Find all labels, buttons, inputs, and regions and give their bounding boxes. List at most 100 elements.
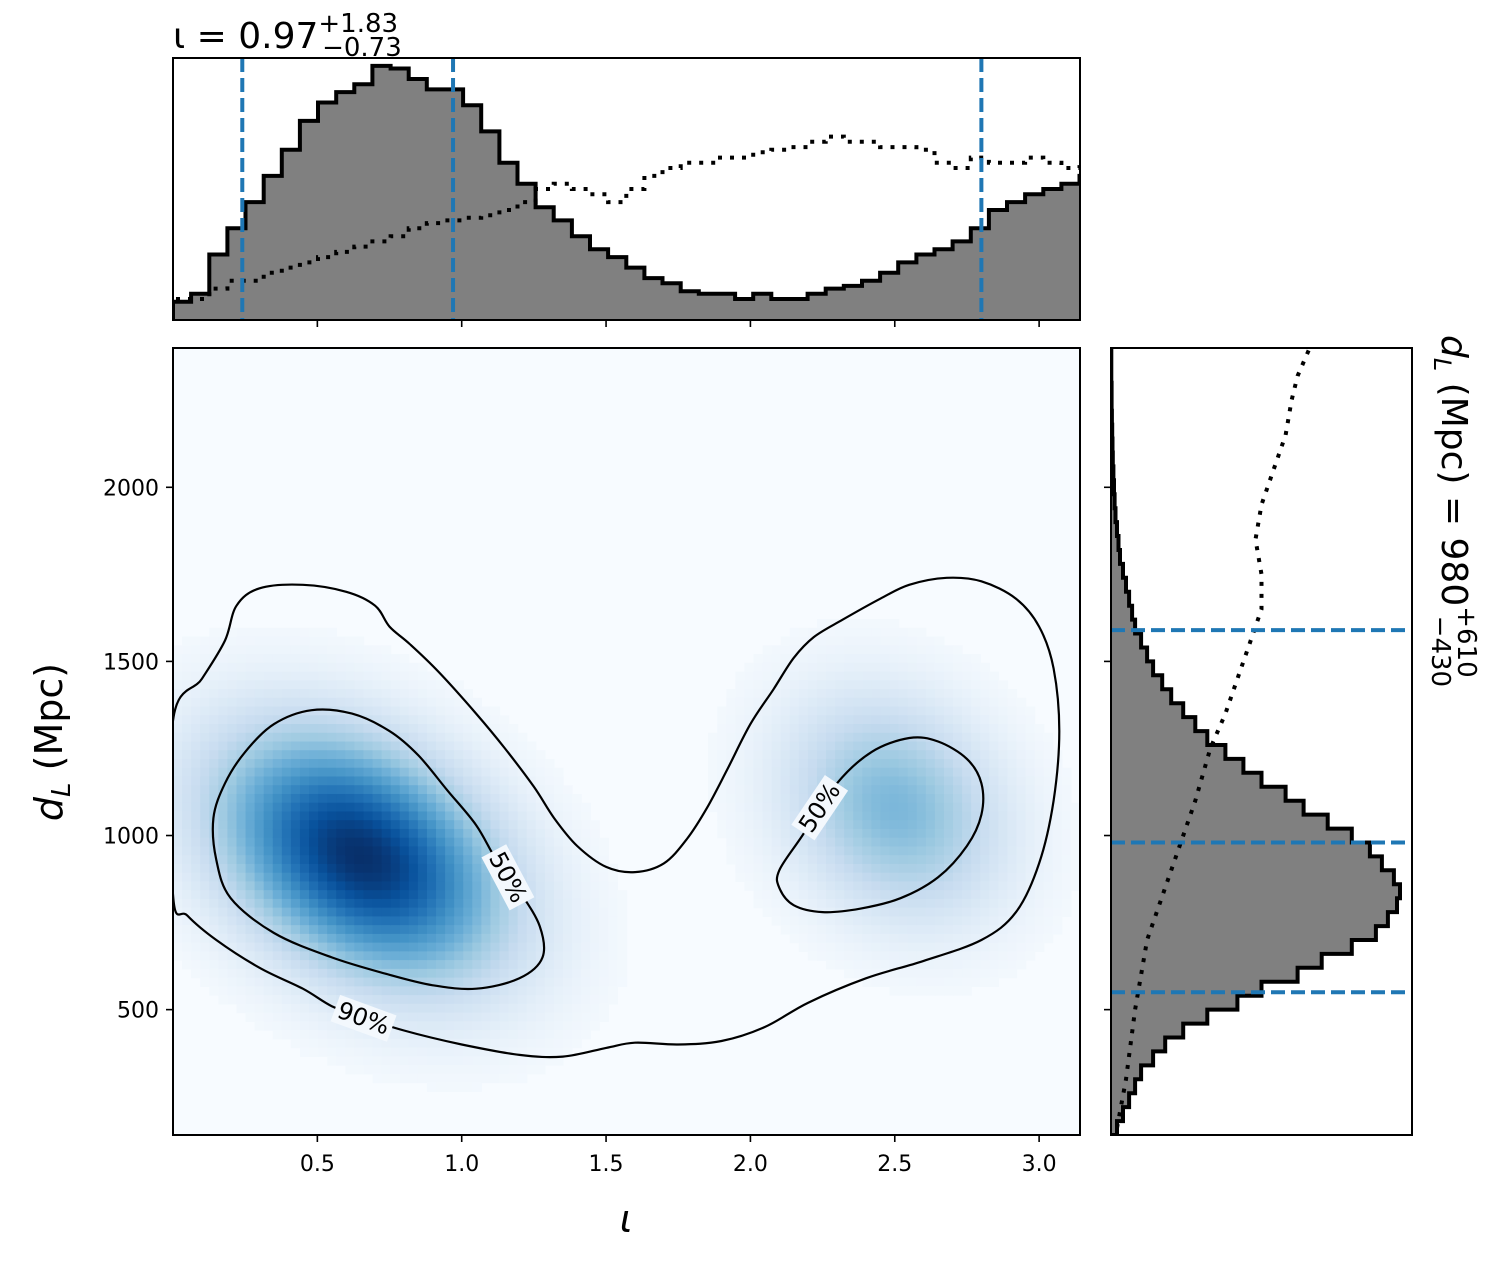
heatmap-cell <box>753 811 764 821</box>
contour-50-2 <box>775 736 985 914</box>
heatmap-cell <box>254 1012 265 1022</box>
heatmap-cell <box>227 732 238 743</box>
heatmap-cell <box>826 741 836 751</box>
heatmap-cell <box>753 785 764 795</box>
heatmap-cell <box>245 986 256 996</box>
heatmap-cell <box>426 942 437 952</box>
heatmap-cell <box>490 942 501 952</box>
heatmap-cell <box>454 977 464 987</box>
heatmap-cell <box>200 636 210 646</box>
heatmap-cell <box>780 654 791 664</box>
heatmap-cell <box>717 732 727 743</box>
heatmap-cell <box>436 986 446 996</box>
heatmap-cell <box>1052 785 1063 795</box>
heatmap-cell <box>1043 767 1054 778</box>
heatmap-cell <box>445 916 455 926</box>
heatmap-cell <box>889 863 900 874</box>
heatmap-cell <box>934 802 945 813</box>
heatmap-cell <box>472 1038 482 1049</box>
heatmap-cell <box>871 977 882 987</box>
heatmap-cell <box>290 872 301 883</box>
heatmap-cell <box>526 785 537 795</box>
heatmap-cell <box>200 942 210 952</box>
heatmap-cell <box>254 916 265 926</box>
heatmap-cell <box>281 872 292 883</box>
heatmap-cell <box>871 960 882 970</box>
heatmap-cell <box>943 933 954 944</box>
heatmap-cell <box>889 671 900 681</box>
heatmap-cell <box>826 750 836 760</box>
heatmap-cell <box>535 968 546 979</box>
heatmap-cell <box>708 802 718 813</box>
heatmap-cell <box>345 933 355 944</box>
heatmap-cell <box>463 846 473 856</box>
heatmap-cell <box>372 724 383 734</box>
heatmap-cell <box>934 942 945 952</box>
heatmap-cell <box>735 846 746 856</box>
heatmap-cell <box>173 846 183 856</box>
heatmap-cell <box>1016 872 1027 883</box>
heatmap-cell <box>381 1038 392 1049</box>
heatmap-cell <box>173 837 183 848</box>
heatmap-cell <box>1016 925 1027 935</box>
heatmap-cell <box>744 680 755 690</box>
heatmap-cell <box>381 960 392 970</box>
heatmap-cell <box>445 1012 455 1022</box>
heatmap-cell <box>989 907 999 917</box>
heatmap-cell <box>472 1056 482 1066</box>
heatmap-cell <box>372 741 383 751</box>
heatmap-cell <box>390 951 401 961</box>
heatmap-cell <box>1016 741 1027 751</box>
heatmap-cell <box>200 645 210 655</box>
heatmap-cell <box>236 907 247 917</box>
heatmap-cell <box>363 785 374 795</box>
heatmap-cell <box>1052 872 1063 883</box>
heatmap-cell <box>508 1065 519 1075</box>
heatmap-cell <box>445 724 455 734</box>
heatmap-cell <box>590 968 600 979</box>
heatmap-cell <box>590 986 600 996</box>
heatmap-cell <box>327 1047 337 1057</box>
heatmap-cell <box>290 960 301 970</box>
heatmap-cell <box>553 776 564 786</box>
heatmap-cell <box>553 1030 564 1040</box>
heatmap-cell <box>563 837 573 848</box>
heatmap-cell <box>880 767 891 778</box>
heatmap-cell <box>263 1003 274 1014</box>
heatmap-cell <box>907 793 918 804</box>
heatmap-cell <box>426 1082 437 1092</box>
heatmap-cell <box>608 977 619 987</box>
heatmap-cell <box>309 697 319 708</box>
heatmap-cell <box>327 907 337 917</box>
heatmap-cell <box>989 881 999 891</box>
heatmap-cell <box>327 968 337 979</box>
right-marginal-title: dL (Mpc) = 980+610−430 <box>1425 335 1481 687</box>
heatmap-cell <box>989 837 999 848</box>
heatmap-cell <box>318 942 328 952</box>
heatmap-cell <box>254 890 265 900</box>
heatmap-cell <box>191 645 201 655</box>
heatmap-cell <box>363 872 374 883</box>
heatmap-cell <box>436 881 446 891</box>
heatmap-cell <box>862 680 872 690</box>
heatmap-cell <box>826 820 836 830</box>
heatmap-cell <box>345 758 355 769</box>
heatmap-cell <box>345 890 355 900</box>
heatmap-cell <box>989 776 999 786</box>
heatmap-cell <box>272 1012 283 1022</box>
heatmap-cell <box>780 724 791 734</box>
heatmap-cell <box>336 758 346 769</box>
heatmap-cell <box>735 863 746 874</box>
heatmap-cell <box>807 732 818 743</box>
heatmap-cell <box>989 697 999 708</box>
heatmap-cell <box>463 942 473 952</box>
heatmap-cell <box>880 925 891 935</box>
heatmap-cell <box>844 942 854 952</box>
heatmap-cell <box>517 1056 528 1066</box>
heatmap-cell <box>245 933 256 944</box>
heatmap-cell <box>989 793 999 804</box>
heatmap-cell <box>1034 724 1045 734</box>
heatmap-cell <box>281 741 292 751</box>
right-marginal-frame <box>1110 347 1413 1136</box>
heatmap-cell <box>753 715 764 725</box>
